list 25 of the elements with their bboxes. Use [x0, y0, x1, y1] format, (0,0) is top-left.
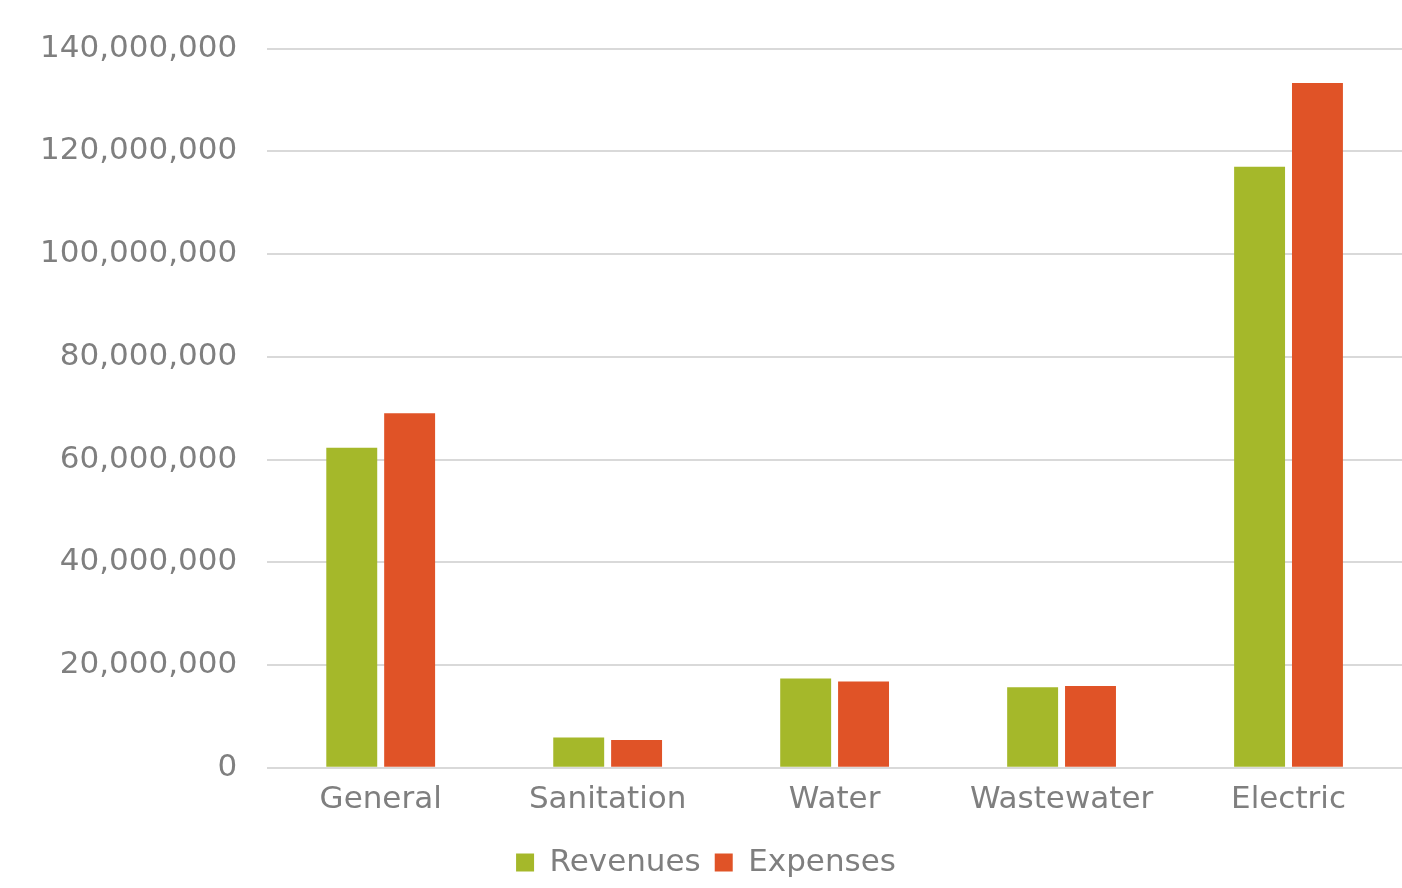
- y-tick-label: 120,000,000: [40, 130, 238, 167]
- y-tick-label: 40,000,000: [59, 541, 238, 578]
- bar: [611, 740, 663, 767]
- bar: [1234, 166, 1286, 767]
- x-tick-label: Wastewater: [969, 779, 1154, 816]
- bar: [1065, 686, 1116, 767]
- bar: [838, 681, 890, 767]
- x-tick-label: Water: [788, 779, 881, 816]
- bar: [384, 413, 436, 767]
- legend-label: Expenses: [748, 841, 896, 878]
- y-tick-label: 20,000,000: [59, 644, 238, 681]
- bar: [326, 447, 378, 767]
- bar: [1291, 83, 1343, 767]
- y-tick-label: 80,000,000: [59, 335, 238, 372]
- legend-label: Revenues: [549, 841, 701, 878]
- y-tick-label: 60,000,000: [59, 438, 238, 475]
- bar: [553, 737, 605, 767]
- x-tick-label: Sanitation: [528, 779, 687, 816]
- x-tick-label: General: [319, 779, 442, 816]
- x-tick-label: Electric: [1231, 779, 1346, 816]
- y-tick-label: 100,000,000: [40, 233, 238, 270]
- y-tick-label: 140,000,000: [40, 27, 238, 64]
- y-tick-label: 0: [217, 746, 238, 783]
- bar: [780, 678, 832, 767]
- bar: [1007, 687, 1059, 767]
